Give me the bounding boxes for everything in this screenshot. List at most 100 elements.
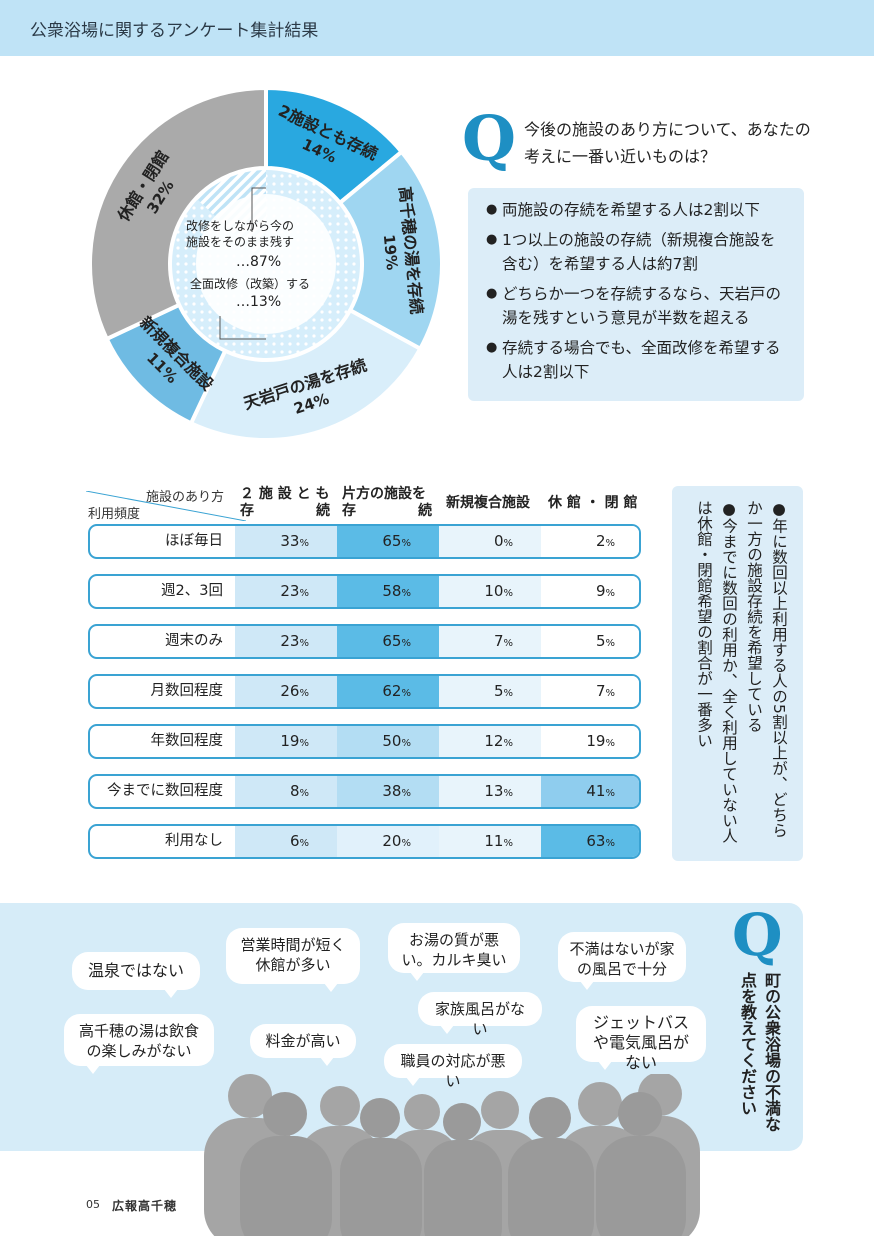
- cell-unit: %: [605, 638, 615, 649]
- cell-unit: %: [503, 638, 513, 649]
- crowd-silhouette: [204, 1074, 700, 1236]
- inner-label-bg: [196, 194, 336, 334]
- table-cell: 0%: [439, 526, 541, 557]
- page-number: 05: [86, 1198, 100, 1211]
- bubble-4: 高千穂の湯は飲食の楽しみがない: [64, 1014, 214, 1074]
- bubble-2: お湯の質が悪い。カルキ臭い: [388, 923, 520, 981]
- table-notes: ●年に数回以上利用する人の5割以上が、どちらか一方の施設存続を希望している ●今…: [691, 500, 791, 850]
- corner-diagonal: [86, 491, 246, 521]
- cell-unit: %: [401, 738, 411, 749]
- cell-unit: %: [503, 738, 513, 749]
- table-cell: 33%: [235, 526, 337, 557]
- cell-unit: %: [605, 538, 615, 549]
- row-label: 週末のみ: [165, 633, 223, 649]
- table-cell: 65%: [337, 526, 439, 557]
- table-cell: 5%: [439, 676, 541, 707]
- cell-unit: %: [401, 838, 411, 849]
- table-cell: 63%: [541, 826, 639, 857]
- note-item: ●年に数回以上利用する人の5割以上が、どちらか一方の施設存続を希望している: [745, 500, 788, 838]
- bubble-1: 営業時間が短く休館が多い: [226, 928, 360, 992]
- col-header-one: 片方の施設を 存 続: [342, 486, 432, 520]
- cell-unit: %: [503, 838, 513, 849]
- row-label: 月数回程度: [150, 683, 224, 699]
- col-header-char: 続: [316, 503, 330, 519]
- col-header-both: ２ 施 設 と も 存 続: [240, 486, 330, 520]
- donut-chart: 改修をしながら今の 施設をそのまま残す …87% 全面改修（改築）する …13%…: [88, 85, 444, 442]
- table-cell: 50%: [337, 726, 439, 757]
- col-header-char: 存: [240, 503, 254, 519]
- q1-question: 今後の施設のあり方について、あなたの考えに一番い近いものは？: [524, 120, 811, 166]
- cell-unit: %: [401, 588, 411, 599]
- cell-unit: %: [299, 738, 309, 749]
- col-header-close: 休 館 ・ 閉 館: [548, 495, 638, 511]
- note-text: 今までに数回の利用か、全く利用していない人は休館・閉館希望の割合が一番多い: [695, 500, 738, 844]
- col-header-char: 続: [418, 503, 432, 519]
- finding-item: どちらか一つを存続するなら、天岩戸の湯を残すという意見が半数を超える: [486, 282, 790, 330]
- cell-unit: %: [605, 588, 615, 599]
- table-cell: 65%: [337, 626, 439, 657]
- note-item: ●今までに数回の利用か、全く利用していない人は休館・閉館希望の割合が一番多い: [695, 500, 738, 844]
- bubble-3: 不満はないが家の風呂で十分: [558, 932, 686, 990]
- table-cell: 2%: [541, 526, 639, 557]
- table-cell: 5%: [541, 626, 639, 657]
- table-row: 今までに数回程度 8% 38% 13% 41%: [88, 774, 641, 809]
- cell-unit: %: [605, 738, 615, 749]
- col-header-line: 片方の施設を: [342, 486, 426, 502]
- table-cell: 11%: [439, 826, 541, 857]
- publication-name: 広報高千穂: [112, 1199, 178, 1213]
- table-cell: 23%: [235, 576, 337, 607]
- cell-unit: %: [299, 588, 309, 599]
- inner-leader-top: [251, 187, 266, 232]
- row-label: 週2、3回: [161, 583, 223, 599]
- cell-unit: %: [503, 538, 513, 549]
- table-cell: 23%: [235, 626, 337, 657]
- corner-top-label: 施設のあり方: [146, 490, 225, 505]
- table-cell: 26%: [235, 676, 337, 707]
- inner-line3: 全面改修（改築）する: [190, 276, 310, 291]
- table-row: 週2、3回 23% 58% 10% 9%: [88, 574, 641, 609]
- col-header-line: ２ 施 設 と も: [240, 486, 330, 502]
- table-cell: 41%: [541, 776, 639, 807]
- page-header: 公衆浴場に関するアンケート集計結果: [0, 0, 874, 56]
- cell-unit: %: [503, 788, 513, 799]
- cell-unit: %: [299, 838, 309, 849]
- q1-findings-box: 両施設の存続を希望する人は2割以下 1つ以上の施設の存続（新規複合施設を含む）を…: [468, 188, 804, 401]
- table-row: 月数回程度 26% 62% 5% 7%: [88, 674, 641, 709]
- finding-item: 両施設の存続を希望する人は2割以下: [486, 198, 790, 222]
- inner-value1: …87%: [236, 254, 281, 270]
- table-cell: 10%: [439, 576, 541, 607]
- cell-unit: %: [503, 588, 513, 599]
- q2-question: 町の公衆浴場の不満な点を教えてください: [738, 972, 781, 1132]
- inner-line2: 施設をそのまま残す: [186, 234, 294, 249]
- donut-slice-2: [188, 307, 423, 442]
- table-cell: 20%: [337, 826, 439, 857]
- cell-unit: %: [605, 688, 615, 699]
- corner-bottom-label: 利用頻度: [88, 507, 141, 522]
- inner-value2: …13%: [236, 294, 281, 310]
- bubble-5: 料金が高い: [250, 1024, 356, 1066]
- bubble-8: 職員の対応が悪い: [384, 1044, 522, 1090]
- bubble-0: 温泉ではない: [72, 952, 200, 998]
- table-cell: 7%: [541, 676, 639, 707]
- table-cell: 13%: [439, 776, 541, 807]
- q1-mark: Q: [462, 102, 517, 175]
- cell-unit: %: [401, 688, 411, 699]
- row-label: ほぼ毎日: [165, 533, 223, 549]
- inner-leader-bottom: [219, 316, 266, 340]
- cell-unit: %: [605, 788, 615, 799]
- table-notes-box: ●年に数回以上利用する人の5割以上が、どちらか一方の施設存続を希望している ●今…: [672, 486, 803, 861]
- row-label: 今までに数回程度: [107, 783, 223, 799]
- q2-mark: Q: [732, 901, 783, 969]
- table-cell: 58%: [337, 576, 439, 607]
- finding-item: 存続する場合でも、全面改修を希望する人は2割以下: [486, 336, 790, 384]
- inner-line1: 改修をしながら今の: [186, 218, 294, 233]
- table-row: 年数回程度 19% 50% 12% 19%: [88, 724, 641, 759]
- donut-label-value: 19%: [380, 234, 401, 271]
- note-text: 年に数回以上利用する人の5割以上が、どちらか一方の施設存続を希望している: [745, 500, 788, 838]
- row-label: 年数回程度: [150, 733, 224, 749]
- page-title: 公衆浴場に関するアンケート集計結果: [30, 21, 319, 41]
- table-cell: 38%: [337, 776, 439, 807]
- cell-unit: %: [299, 688, 309, 699]
- cell-unit: %: [299, 638, 309, 649]
- finding-item: 1つ以上の施設の存続（新規複合施設を含む）を希望する人は約7割: [486, 228, 790, 276]
